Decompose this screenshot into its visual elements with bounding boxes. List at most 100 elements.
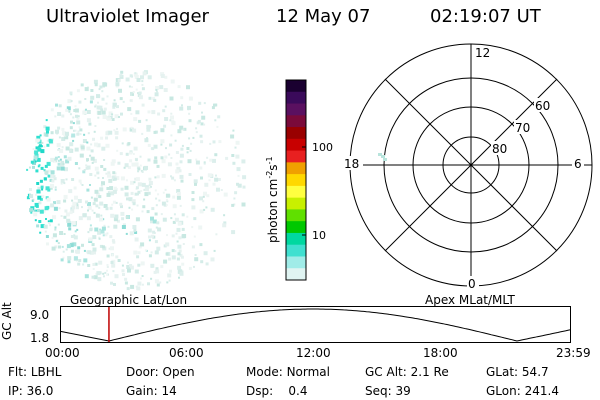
- emission-pixel: [187, 159, 192, 164]
- emission-pixel: [135, 88, 138, 91]
- emission-pixel: [120, 112, 123, 116]
- emission-pixel: [36, 224, 40, 228]
- emission-pixel: [118, 88, 122, 93]
- emission-pixel: [112, 105, 116, 109]
- emission-pixel: [106, 273, 109, 276]
- emission-pixel: [61, 245, 64, 248]
- emission-pixel: [99, 217, 104, 222]
- emission-pixel: [113, 217, 118, 222]
- emission-pixel: [110, 161, 115, 166]
- emission-pixel: [54, 115, 57, 118]
- mlt-label-12: 12: [475, 46, 490, 60]
- emission-pixel: [231, 203, 235, 207]
- emission-pixel: [135, 177, 140, 182]
- emission-pixel: [231, 230, 236, 235]
- emission-pixel: [35, 169, 39, 173]
- emission-pixel: [172, 204, 177, 209]
- emission-pixel: [130, 180, 135, 185]
- emission-pixel: [52, 233, 57, 238]
- emission-pixel: [162, 191, 165, 194]
- emission-pixel: [102, 272, 105, 275]
- emission-pixel: [90, 156, 95, 161]
- emission-pixel: [100, 165, 104, 168]
- emission-pixel: [120, 187, 124, 191]
- emission-pixel: [147, 75, 152, 80]
- emission-pixel: [158, 199, 161, 202]
- emission-pixel: [60, 215, 63, 217]
- emission-pixel: [121, 264, 124, 267]
- emission-pixel: [67, 156, 72, 161]
- emission-pixel: [154, 250, 159, 255]
- emission-pixel: [168, 153, 171, 156]
- emission-pixel: [37, 139, 42, 144]
- emission-pixel: [43, 145, 46, 148]
- emission-pixel: [49, 224, 51, 227]
- emission-pixel: [146, 124, 151, 129]
- emission-pixel: [81, 243, 84, 247]
- emission-pixel: [103, 275, 105, 278]
- emission-pixel: [72, 201, 77, 206]
- emission-pixel: [142, 205, 146, 209]
- emission-pixel: [138, 119, 142, 123]
- emission-pixel: [88, 122, 92, 126]
- emission-pixel: [156, 90, 158, 93]
- emission-pixel: [92, 268, 95, 270]
- emission-pixel: [129, 127, 134, 132]
- emission-pixel: [99, 187, 104, 192]
- tick-2359: 23:59: [556, 346, 591, 360]
- emission-pixel: [57, 112, 62, 116]
- emission-pixel: [129, 74, 133, 78]
- emission-pixel: [35, 146, 39, 150]
- emission-pixel: [90, 196, 93, 199]
- door-field: Door: Open: [126, 365, 195, 379]
- emission-pixel: [134, 237, 139, 242]
- emission-pixel: [74, 105, 77, 108]
- emission-pixel: [125, 215, 129, 219]
- emission-pixel: [203, 161, 206, 164]
- emission-pixel: [171, 121, 176, 126]
- emission-pixel: [87, 231, 90, 234]
- emission-pixel: [94, 166, 99, 171]
- emission-pixel: [86, 146, 91, 151]
- emission-pixel: [144, 192, 149, 197]
- emission-pixel: [193, 265, 195, 268]
- emission-pixel: [156, 283, 160, 287]
- emission-pixel: [112, 200, 116, 204]
- emission-pixel: [210, 257, 215, 262]
- emission-pixel: [199, 243, 203, 247]
- emission-pixel: [58, 245, 61, 249]
- seq-field: Seq: 39: [365, 384, 411, 398]
- emission-pixel: [169, 143, 173, 147]
- emission-pixel: [130, 112, 133, 115]
- emission-pixel: [71, 178, 75, 181]
- emission-pixel: [154, 212, 158, 216]
- colorbar-band: [286, 103, 306, 116]
- emission-pixel: [45, 186, 50, 191]
- emission-pixel: [182, 243, 185, 245]
- tick-1200: 12:00: [296, 346, 331, 360]
- emission-pixel: [39, 231, 42, 234]
- emission-pixel: [160, 139, 165, 144]
- emission-pixel: [65, 146, 70, 151]
- emission-pixel: [199, 196, 203, 201]
- colorbar-band: [286, 244, 306, 257]
- emission-pixel: [178, 236, 182, 240]
- emission-pixel: [176, 257, 180, 261]
- emission-pixel: [54, 245, 58, 249]
- emission-pixel: [98, 236, 101, 239]
- emission-pixel: [78, 167, 81, 170]
- emission-pixel: [200, 122, 204, 126]
- emission-pixel: [131, 162, 136, 167]
- emission-pixel: [46, 139, 49, 142]
- emission-pixel: [134, 177, 138, 181]
- emission-pixel: [39, 209, 44, 214]
- emission-pixel: [115, 136, 119, 140]
- emission-pixel: [164, 117, 169, 121]
- emission-pixel: [220, 189, 223, 191]
- emission-pixel: [176, 195, 181, 200]
- emission-pixel: [106, 192, 111, 197]
- emission-pixel: [203, 191, 207, 196]
- emission-pixel: [201, 115, 206, 120]
- colorbar-band: [286, 150, 306, 163]
- emission-pixel: [206, 194, 210, 198]
